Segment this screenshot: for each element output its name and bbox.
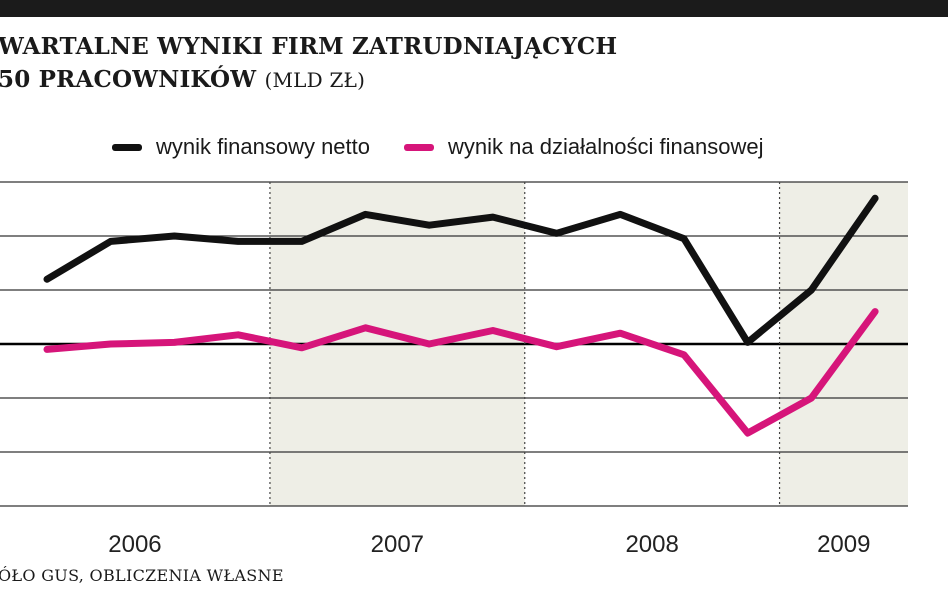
series-line-net — [43, 194, 879, 346]
title-line-1: WARTALNE WYNIKI FIRM ZATRUDNIAJĄCYCH — [0, 33, 618, 60]
legend-item-net: wynik finansowy netto — [112, 134, 370, 160]
legend-item-financial: wynik na działalności finansowej — [404, 134, 764, 160]
legend-label-financial: wynik na działalności finansowej — [448, 134, 764, 159]
title-line-2: 50 PRACOWNIKÓW — [0, 66, 257, 93]
legend-swatch-financial — [404, 143, 434, 151]
chart-legend: wynik finansowy netto wynik na działalno… — [112, 132, 798, 162]
source-note: ÓŁO GUS, OBLICZENIA WŁASNE — [0, 566, 284, 585]
legend-swatch-net — [112, 143, 142, 151]
x-tick-label-2008: 2008 — [625, 531, 678, 558]
x-tick-label-2007: 2007 — [371, 531, 424, 558]
x-tick-label-2009: 2009 — [817, 531, 870, 558]
chart-title: WARTALNE WYNIKI FIRM ZATRUDNIAJĄCYCH 50 … — [0, 30, 617, 97]
top-bar — [0, 0, 948, 17]
legend-label-net: wynik finansowy netto — [156, 134, 370, 159]
title-unit: (MLD ZŁ) — [264, 68, 366, 92]
x-tick-label-2006: 2006 — [108, 531, 161, 558]
series-line-financial — [43, 308, 879, 437]
